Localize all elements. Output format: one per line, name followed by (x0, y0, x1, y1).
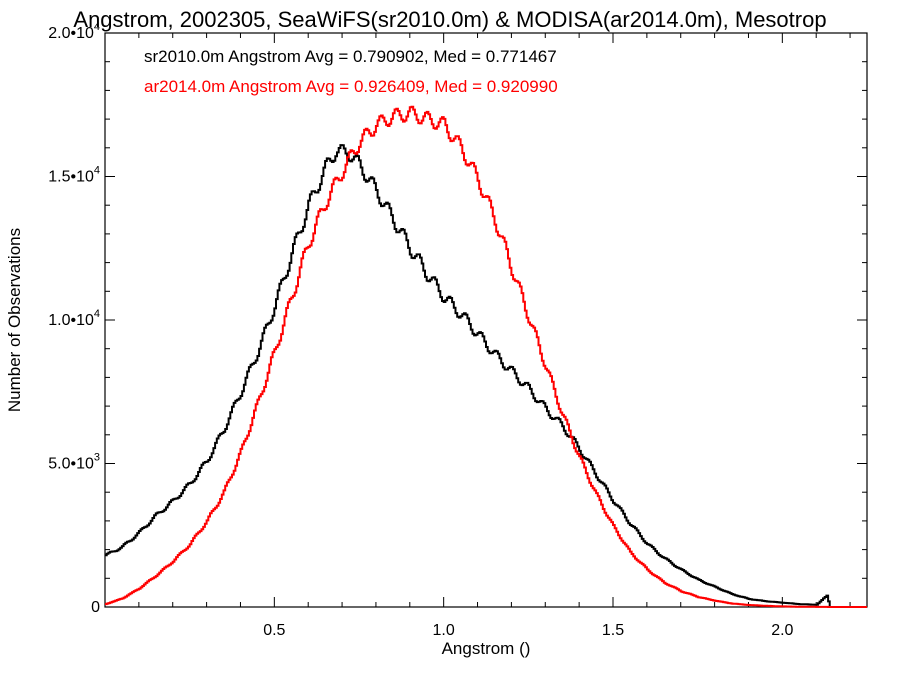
y-tick-label: 5.0•103 (48, 452, 100, 473)
x-tick-label: 2.0 (771, 622, 793, 639)
series-2-stats: ar2014.0m Angstrom Avg = 0.926409, Med =… (144, 77, 558, 96)
x-axis-label: Angstrom () (442, 639, 531, 658)
y-tick-label: 1.0•104 (48, 308, 100, 329)
y-tick-mantissa: 0 (91, 599, 100, 616)
series-ar2014-line (105, 105, 867, 608)
y-tick-label: 1.5•104 (48, 165, 100, 186)
y-axis-label: Number of Observations (5, 228, 24, 412)
x-tick-label: 0.5 (263, 622, 285, 639)
y-tick-exponent: 3 (94, 452, 100, 464)
chart-title: Angstrom, 2002305, SeaWiFS(sr2010.0m) & … (73, 7, 826, 32)
x-axis-ticks: 0.5 1.0 1.5 2.0 (138, 33, 851, 639)
y-tick-mantissa: 1.0•10 (48, 312, 94, 329)
series-1-stats: sr2010.0m Angstrom Avg = 0.790902, Med =… (144, 47, 557, 66)
y-tick-label: 2.0•104 (48, 21, 100, 42)
y-tick-mantissa: 2.0•10 (48, 25, 94, 42)
x-tick-label: 1.5 (602, 622, 624, 639)
y-tick-mantissa: 1.5•10 (48, 169, 94, 186)
y-tick-exponent: 4 (94, 308, 100, 320)
y-tick-exponent: 4 (94, 165, 100, 177)
plot-frame (104, 32, 868, 608)
series-sr2010-line (105, 144, 867, 608)
y-tick-mantissa: 5.0•10 (48, 456, 94, 473)
y-tick-label: 0 (91, 599, 100, 616)
y-tick-exponent: 4 (94, 21, 100, 33)
x-tick-label: 1.0 (433, 622, 455, 639)
